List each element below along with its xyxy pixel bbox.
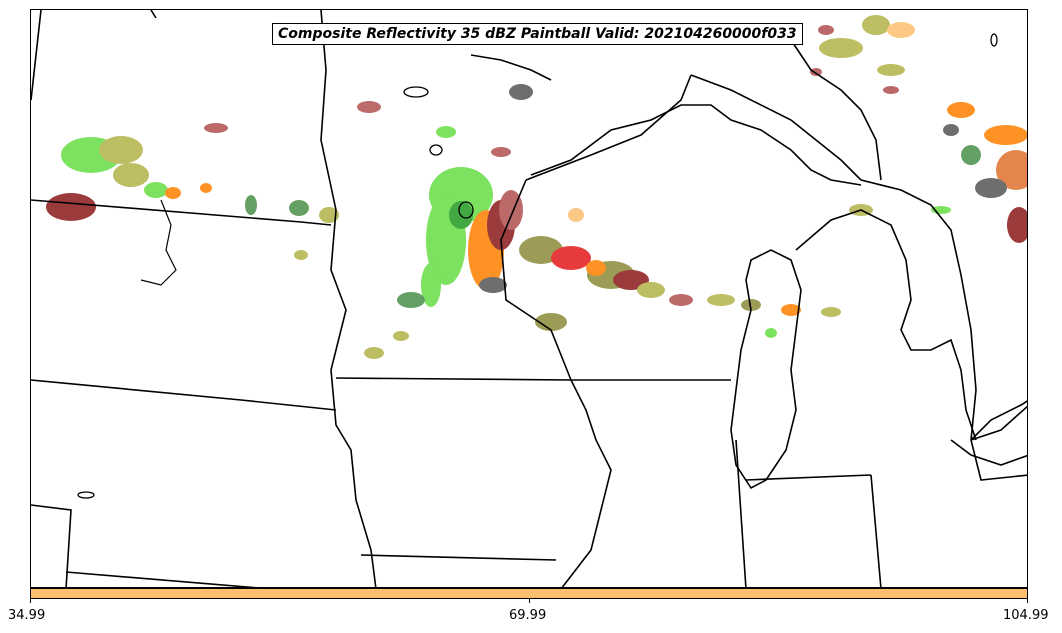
map-title: Composite Reflectivity 35 dBZ Paintball … bbox=[272, 23, 803, 45]
state-border-line bbox=[65, 571, 257, 587]
state-border-line bbox=[500, 179, 572, 381]
reflectivity-blob bbox=[165, 187, 181, 199]
colorbar bbox=[30, 588, 1028, 599]
reflectivity-blob bbox=[975, 178, 1007, 198]
river bbox=[140, 199, 177, 286]
reflectivity-blob bbox=[883, 86, 899, 94]
state-border-line bbox=[860, 179, 977, 441]
reflectivity-blob bbox=[436, 126, 456, 138]
reflectivity-blob bbox=[821, 307, 841, 317]
reflectivity-blob bbox=[818, 25, 834, 35]
reflectivity-blob bbox=[397, 292, 425, 308]
colorbar-tick-label-min: 34.99 bbox=[8, 608, 46, 623]
reflectivity-blob bbox=[144, 182, 168, 198]
small-lakes bbox=[77, 33, 998, 499]
state-border-line bbox=[870, 474, 882, 587]
lake-michigan-shore bbox=[730, 249, 802, 490]
reflectivity-blob bbox=[551, 246, 591, 270]
reflectivity-blob bbox=[862, 15, 890, 35]
canada-coast bbox=[790, 39, 882, 181]
reflectivity-blob bbox=[819, 38, 863, 58]
state-border-line bbox=[335, 377, 572, 381]
state-border-line bbox=[970, 405, 1027, 441]
reflectivity-blob bbox=[996, 150, 1027, 190]
reflectivity-blob bbox=[961, 145, 981, 165]
reflectivity-blob bbox=[947, 102, 975, 118]
lake-outline bbox=[403, 86, 429, 98]
state-border-line bbox=[525, 74, 692, 181]
state-border-line bbox=[970, 439, 1027, 481]
lake-superior-shore bbox=[530, 104, 862, 186]
reflectivity-blob bbox=[1007, 207, 1027, 243]
reflectivity-blob bbox=[245, 195, 257, 215]
reflectivity-blob bbox=[46, 193, 96, 221]
reflectivity-blob bbox=[586, 260, 606, 276]
state-border-line bbox=[561, 379, 612, 587]
state-border-line bbox=[31, 504, 72, 587]
lake-outline bbox=[429, 144, 443, 156]
reflectivity-blob bbox=[810, 68, 822, 76]
state-border-line bbox=[150, 10, 157, 19]
reflectivity-blob bbox=[984, 125, 1027, 145]
state-border-line bbox=[735, 439, 747, 587]
reflectivity-blob bbox=[781, 304, 801, 316]
reflectivity-blob bbox=[319, 207, 339, 223]
reflectivity-blob bbox=[357, 101, 381, 113]
reflectivity-blob bbox=[204, 123, 228, 133]
state-border-line bbox=[31, 379, 337, 411]
reflectivity-blob bbox=[887, 22, 915, 38]
canada-coast bbox=[470, 54, 552, 81]
lake-erie-shore bbox=[950, 439, 1027, 466]
reflectivity-blob bbox=[535, 313, 567, 331]
reflectivity-blob bbox=[613, 270, 649, 290]
state-boundaries bbox=[31, 10, 1027, 587]
state-border-line bbox=[31, 199, 332, 226]
reflectivity-blob bbox=[491, 147, 511, 157]
state-border-line bbox=[320, 10, 377, 587]
reflectivity-blob bbox=[669, 294, 693, 306]
reflectivity-blob bbox=[113, 163, 149, 187]
colorbar-tick-label-mid: 69.99 bbox=[509, 608, 547, 623]
colorbar-tick-label-max: 104.99 bbox=[1003, 608, 1049, 623]
state-border-line bbox=[690, 74, 862, 181]
reflectivity-blob bbox=[509, 84, 533, 100]
colorbar-tick-mark bbox=[30, 599, 31, 603]
reflectivity-blob bbox=[637, 282, 665, 298]
reflectivity-blob bbox=[364, 347, 384, 359]
reflectivity-blob bbox=[877, 64, 905, 76]
state-border-line bbox=[31, 10, 42, 101]
lake-outline bbox=[990, 33, 998, 47]
map-panel: Composite Reflectivity 35 dBZ Paintball … bbox=[30, 9, 1028, 588]
reflectivity-map bbox=[31, 10, 1027, 587]
reflectivity-blob bbox=[99, 136, 143, 164]
state-border-line bbox=[360, 554, 557, 561]
lake-outline bbox=[77, 491, 95, 499]
reflectivity-blob bbox=[421, 263, 441, 307]
reflectivity-blob bbox=[393, 331, 409, 341]
reflectivity-blobs bbox=[46, 15, 1027, 359]
reflectivity-blob bbox=[294, 250, 308, 260]
lower-michigan-shore bbox=[795, 209, 977, 441]
lake-erie-shore bbox=[970, 400, 1027, 441]
lake-outline bbox=[458, 201, 474, 219]
reflectivity-blob bbox=[741, 299, 761, 311]
reflectivity-blob bbox=[289, 200, 309, 216]
reflectivity-blob bbox=[707, 294, 735, 306]
reflectivity-blob bbox=[200, 183, 212, 193]
state-border-line bbox=[745, 474, 872, 481]
colorbar-tick-mark bbox=[1027, 599, 1028, 603]
reflectivity-blob bbox=[479, 277, 507, 293]
reflectivity-blob bbox=[943, 124, 959, 136]
colorbar-tick-mark bbox=[529, 599, 530, 603]
reflectivity-blob bbox=[765, 328, 777, 338]
reflectivity-blob bbox=[570, 211, 582, 219]
